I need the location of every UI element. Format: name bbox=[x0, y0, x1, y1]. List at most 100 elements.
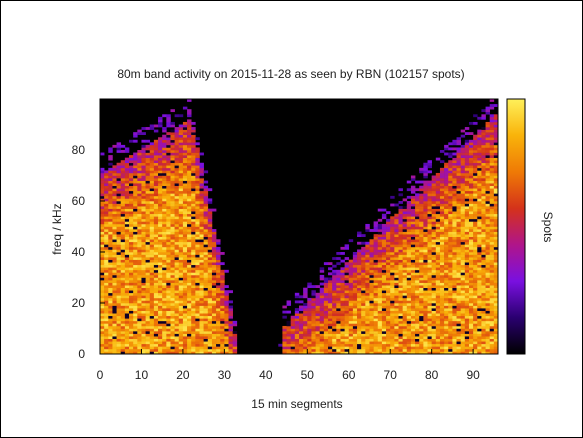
heatmap-cell bbox=[460, 162, 466, 166]
heatmap-cell bbox=[224, 348, 229, 352]
heatmap-cell bbox=[299, 328, 304, 332]
heatmap-cell bbox=[124, 216, 130, 220]
heatmap-cell bbox=[104, 201, 109, 204]
heatmap-cell bbox=[178, 277, 184, 281]
heatmap-cell bbox=[116, 254, 122, 258]
heatmap-cell bbox=[315, 285, 321, 288]
heatmap-cell bbox=[187, 170, 192, 174]
heatmap-cell bbox=[439, 297, 445, 301]
heatmap-cell bbox=[406, 236, 412, 240]
heatmap-cell bbox=[137, 223, 142, 227]
heatmap-cell bbox=[290, 338, 296, 342]
heatmap-cell bbox=[199, 259, 204, 263]
heatmap-cell bbox=[195, 308, 200, 311]
heatmap-cell bbox=[178, 308, 184, 311]
heatmap-cell bbox=[162, 165, 167, 169]
heatmap-cell bbox=[145, 139, 151, 143]
heatmap-cell bbox=[158, 239, 163, 243]
heatmap-cell bbox=[419, 348, 424, 352]
heatmap-cell bbox=[386, 223, 391, 227]
heatmap-cell bbox=[431, 323, 437, 327]
heatmap-cell bbox=[216, 267, 221, 271]
heatmap-cell bbox=[456, 193, 461, 197]
heatmap-cell bbox=[448, 223, 453, 227]
heatmap-cell bbox=[481, 193, 486, 197]
heatmap-cell bbox=[431, 246, 437, 250]
heatmap-cell bbox=[444, 325, 449, 329]
heatmap-cell bbox=[402, 241, 408, 245]
heatmap-cell bbox=[170, 170, 175, 174]
heatmap-cell bbox=[373, 318, 379, 322]
heatmap-cell bbox=[332, 341, 337, 345]
heatmap-cell bbox=[410, 229, 416, 232]
heatmap-cell bbox=[199, 292, 204, 296]
heatmap-cell bbox=[108, 280, 113, 283]
heatmap-cell bbox=[153, 297, 159, 301]
heatmap-cell bbox=[216, 313, 221, 317]
heatmap-cell bbox=[124, 193, 130, 197]
heatmap-cell bbox=[328, 318, 333, 322]
heatmap-cell bbox=[373, 320, 379, 324]
heatmap-cell bbox=[170, 231, 175, 235]
heatmap-cell bbox=[112, 277, 117, 281]
heatmap-cell bbox=[174, 280, 180, 283]
heatmap-cell bbox=[444, 195, 449, 199]
heatmap-cell bbox=[187, 320, 192, 324]
heatmap-cell bbox=[415, 188, 420, 192]
heatmap-cell bbox=[307, 303, 312, 306]
heatmap-cell bbox=[431, 331, 437, 334]
heatmap-cell bbox=[468, 195, 474, 199]
heatmap-cell bbox=[439, 290, 445, 294]
heatmap-cell bbox=[120, 328, 126, 332]
heatmap-cell bbox=[174, 178, 180, 181]
heatmap-cell bbox=[191, 290, 196, 294]
heatmap-cell bbox=[344, 290, 350, 294]
heatmap-cell bbox=[307, 305, 312, 309]
heatmap-cell bbox=[207, 346, 213, 350]
heatmap-cell bbox=[344, 308, 350, 311]
heatmap-cell bbox=[361, 246, 366, 250]
heatmap-cell bbox=[129, 160, 134, 164]
heatmap-cell bbox=[444, 229, 449, 232]
heatmap-cell bbox=[187, 175, 192, 179]
heatmap-cell bbox=[178, 318, 184, 322]
heatmap-cell bbox=[145, 190, 151, 194]
heatmap-cell bbox=[145, 303, 151, 306]
heatmap-cell bbox=[294, 323, 300, 327]
heatmap-cell bbox=[431, 223, 437, 227]
heatmap-cell bbox=[444, 223, 449, 227]
heatmap-cell bbox=[348, 331, 354, 334]
heatmap-cell bbox=[444, 252, 449, 255]
heatmap-cell bbox=[456, 185, 461, 189]
heatmap-cell bbox=[145, 150, 151, 153]
heatmap-cell bbox=[352, 308, 358, 311]
heatmap-cell bbox=[129, 201, 134, 204]
heatmap-cell bbox=[187, 262, 192, 266]
heatmap-cell bbox=[460, 165, 466, 169]
heatmap-cell bbox=[220, 331, 225, 334]
heatmap-cell bbox=[104, 343, 109, 347]
heatmap-cell bbox=[100, 290, 105, 294]
heatmap-cell bbox=[211, 277, 217, 281]
heatmap-cell bbox=[224, 300, 229, 304]
heatmap-cell bbox=[357, 315, 362, 319]
heatmap-cell bbox=[398, 231, 403, 235]
heatmap-cell bbox=[423, 285, 428, 288]
heatmap-cell bbox=[178, 290, 184, 294]
heatmap-cell bbox=[141, 244, 146, 248]
heatmap-cell bbox=[394, 236, 399, 240]
heatmap-cell bbox=[398, 267, 403, 271]
heatmap-cell bbox=[104, 188, 109, 192]
heatmap-cell bbox=[145, 318, 151, 322]
heatmap-cell bbox=[340, 310, 345, 314]
heatmap-cell bbox=[365, 328, 370, 332]
heatmap-cell bbox=[419, 310, 424, 314]
heatmap-cell bbox=[307, 315, 312, 319]
heatmap-cell bbox=[419, 292, 424, 296]
heatmap-cell bbox=[390, 195, 395, 199]
heatmap-cell bbox=[124, 223, 130, 227]
heatmap-cell bbox=[456, 152, 461, 156]
heatmap-cell bbox=[336, 333, 341, 337]
heatmap-cell bbox=[145, 323, 151, 327]
heatmap-cell bbox=[448, 269, 453, 273]
